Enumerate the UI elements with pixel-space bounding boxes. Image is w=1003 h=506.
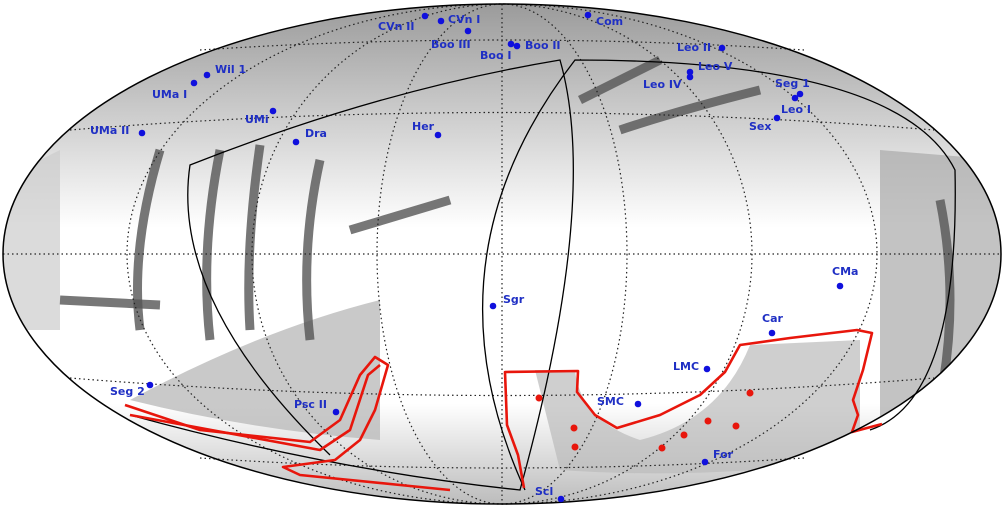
galaxy-label: CMa [832, 265, 858, 278]
galaxy-label: UMa I [152, 88, 187, 101]
galaxy-label: Psc II [294, 398, 327, 411]
survey-footprint [124, 328, 883, 492]
plane-curves [129, 59, 956, 491]
galaxy-label: UMi [245, 113, 269, 126]
galaxy-label: Sex [749, 120, 771, 133]
galaxy-label: CVn II [378, 20, 414, 33]
galaxy-label: Car [762, 312, 783, 325]
galaxy-label: Dra [305, 127, 327, 140]
galaxy-label: Boo I [480, 49, 511, 62]
galaxy-label: UMa II [90, 124, 129, 137]
galaxy-label: LMC [673, 360, 699, 373]
galaxy-label: Boo II [525, 39, 561, 52]
galaxy-label: For [713, 448, 734, 461]
red-markers [535, 389, 754, 452]
galaxy-label: Scl [535, 485, 553, 498]
dwarf-galaxies: CVn II CVn I Com Boo III Boo II Boo I Le… [90, 11, 858, 503]
galaxy-label: Leo II [677, 41, 711, 54]
galaxy-label: Leo I [781, 103, 811, 116]
galaxy-label: Com [596, 15, 623, 28]
galaxy-label: Leo V [698, 60, 733, 73]
galaxy-label: Seg 1 [775, 77, 810, 90]
galaxy-label: Boo III [431, 38, 471, 51]
galaxy-label: Her [412, 120, 435, 133]
galaxy-label: Sgr [503, 293, 525, 306]
galaxy-label: SMC [597, 395, 624, 408]
galaxy-label: Leo IV [643, 78, 682, 91]
galaxy-label: CVn I [448, 13, 480, 26]
galaxy-label: Wil 1 [215, 63, 246, 76]
galaxy-label: Seg 2 [110, 385, 145, 398]
map-border [2, 3, 1002, 505]
